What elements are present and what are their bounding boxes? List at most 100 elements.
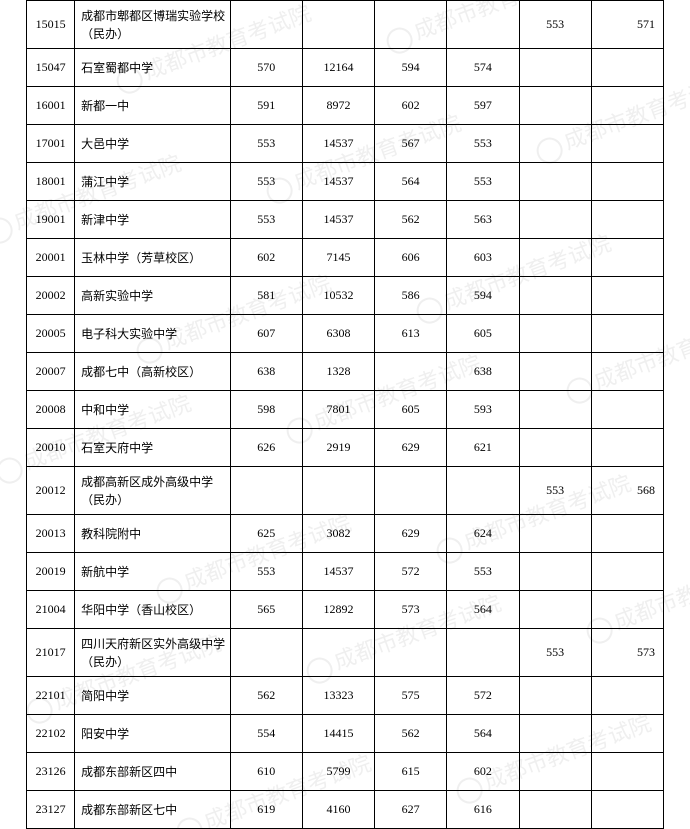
table-row: 20012成都高新区成外高级中学（民办）553568 bbox=[27, 467, 664, 515]
score-col-1: 553 bbox=[230, 553, 302, 591]
score-col-6: 568 bbox=[591, 467, 663, 515]
school-code: 21017 bbox=[27, 629, 75, 677]
score-col-5 bbox=[519, 791, 591, 829]
score-col-2: 14537 bbox=[302, 553, 374, 591]
school-code: 20012 bbox=[27, 467, 75, 515]
school-code: 23127 bbox=[27, 791, 75, 829]
table-row: 15015成都市郫都区博瑞实验学校（民办）553571 bbox=[27, 1, 664, 49]
score-col-4: 605 bbox=[447, 315, 519, 353]
score-col-4: 597 bbox=[447, 87, 519, 125]
score-col-6 bbox=[591, 515, 663, 553]
school-name: 新航中学 bbox=[75, 553, 230, 591]
table-row: 20019新航中学55314537572553 bbox=[27, 553, 664, 591]
school-code: 20002 bbox=[27, 277, 75, 315]
score-col-1 bbox=[230, 629, 302, 677]
score-col-2: 8972 bbox=[302, 87, 374, 125]
score-col-5 bbox=[519, 163, 591, 201]
table-row: 20002高新实验中学58110532586594 bbox=[27, 277, 664, 315]
score-col-5 bbox=[519, 515, 591, 553]
score-col-6 bbox=[591, 277, 663, 315]
table-row: 18001蒲江中学55314537564553 bbox=[27, 163, 664, 201]
score-col-5 bbox=[519, 715, 591, 753]
table-row: 21017四川天府新区实外高级中学（民办） 553573 bbox=[27, 629, 664, 677]
score-col-3: 567 bbox=[375, 125, 447, 163]
score-col-1: 619 bbox=[230, 791, 302, 829]
score-col-2: 14415 bbox=[302, 715, 374, 753]
score-col-3: 629 bbox=[375, 515, 447, 553]
score-col-6 bbox=[591, 553, 663, 591]
score-col-6 bbox=[591, 429, 663, 467]
score-col-6 bbox=[591, 163, 663, 201]
school-name: 成都市郫都区博瑞实验学校（民办） bbox=[75, 1, 230, 49]
score-col-6 bbox=[591, 791, 663, 829]
score-col-1: 638 bbox=[230, 353, 302, 391]
school-code: 22101 bbox=[27, 677, 75, 715]
score-col-5 bbox=[519, 239, 591, 277]
score-col-3: 615 bbox=[375, 753, 447, 791]
score-col-2: 1328 bbox=[302, 353, 374, 391]
score-col-5 bbox=[519, 677, 591, 715]
school-name: 简阳中学 bbox=[75, 677, 230, 715]
score-col-6 bbox=[591, 591, 663, 629]
score-col-4: 563 bbox=[447, 201, 519, 239]
score-col-3: 572 bbox=[375, 553, 447, 591]
school-code: 20005 bbox=[27, 315, 75, 353]
score-col-4: 593 bbox=[447, 391, 519, 429]
score-col-4: 616 bbox=[447, 791, 519, 829]
table-row: 20001玉林中学（芳草校区）6027145606603 bbox=[27, 239, 664, 277]
score-col-4: 621 bbox=[447, 429, 519, 467]
score-col-4: 638 bbox=[447, 353, 519, 391]
score-col-5 bbox=[519, 87, 591, 125]
score-col-6: 573 bbox=[591, 629, 663, 677]
score-col-6 bbox=[591, 49, 663, 87]
school-name: 华阳中学（香山校区） bbox=[75, 591, 230, 629]
score-col-5 bbox=[519, 201, 591, 239]
score-col-6 bbox=[591, 87, 663, 125]
score-col-5 bbox=[519, 277, 591, 315]
score-col-1: 625 bbox=[230, 515, 302, 553]
school-name: 教科院附中 bbox=[75, 515, 230, 553]
score-col-5 bbox=[519, 315, 591, 353]
score-col-3 bbox=[375, 353, 447, 391]
table-row: 23127成都东部新区七中6194160627616 bbox=[27, 791, 664, 829]
score-col-5 bbox=[519, 753, 591, 791]
table-row: 16001新都一中5918972602597 bbox=[27, 87, 664, 125]
table-row: 22102阳安中学55414415562564 bbox=[27, 715, 664, 753]
score-col-5 bbox=[519, 391, 591, 429]
school-code: 18001 bbox=[27, 163, 75, 201]
score-col-3: 573 bbox=[375, 591, 447, 629]
score-col-1: 553 bbox=[230, 125, 302, 163]
score-col-1: 602 bbox=[230, 239, 302, 277]
score-col-4: 603 bbox=[447, 239, 519, 277]
score-col-4: 594 bbox=[447, 277, 519, 315]
score-col-6 bbox=[591, 391, 663, 429]
score-col-2: 14537 bbox=[302, 163, 374, 201]
score-col-1: 607 bbox=[230, 315, 302, 353]
score-col-4 bbox=[447, 629, 519, 677]
school-name: 玉林中学（芳草校区） bbox=[75, 239, 230, 277]
score-col-3: 562 bbox=[375, 201, 447, 239]
score-col-5 bbox=[519, 553, 591, 591]
table-row: 17001大邑中学55314537567553 bbox=[27, 125, 664, 163]
score-col-2: 13323 bbox=[302, 677, 374, 715]
score-col-2 bbox=[302, 1, 374, 49]
score-col-2: 12164 bbox=[302, 49, 374, 87]
school-code: 20010 bbox=[27, 429, 75, 467]
score-col-1: 626 bbox=[230, 429, 302, 467]
table-body: 15015成都市郫都区博瑞实验学校（民办）55357115047石室蜀都中学57… bbox=[27, 1, 664, 829]
school-code: 20019 bbox=[27, 553, 75, 591]
score-col-2: 7801 bbox=[302, 391, 374, 429]
score-col-4 bbox=[447, 467, 519, 515]
score-col-3: 627 bbox=[375, 791, 447, 829]
score-col-2: 2919 bbox=[302, 429, 374, 467]
score-col-4: 624 bbox=[447, 515, 519, 553]
school-name: 四川天府新区实外高级中学（民办） bbox=[75, 629, 230, 677]
score-col-5: 553 bbox=[519, 629, 591, 677]
school-name: 高新实验中学 bbox=[75, 277, 230, 315]
school-name: 新都一中 bbox=[75, 87, 230, 125]
score-col-3: 594 bbox=[375, 49, 447, 87]
score-col-5: 553 bbox=[519, 467, 591, 515]
table-row: 20005电子科大实验中学6076308613605 bbox=[27, 315, 664, 353]
score-col-4: 602 bbox=[447, 753, 519, 791]
score-col-1: 565 bbox=[230, 591, 302, 629]
